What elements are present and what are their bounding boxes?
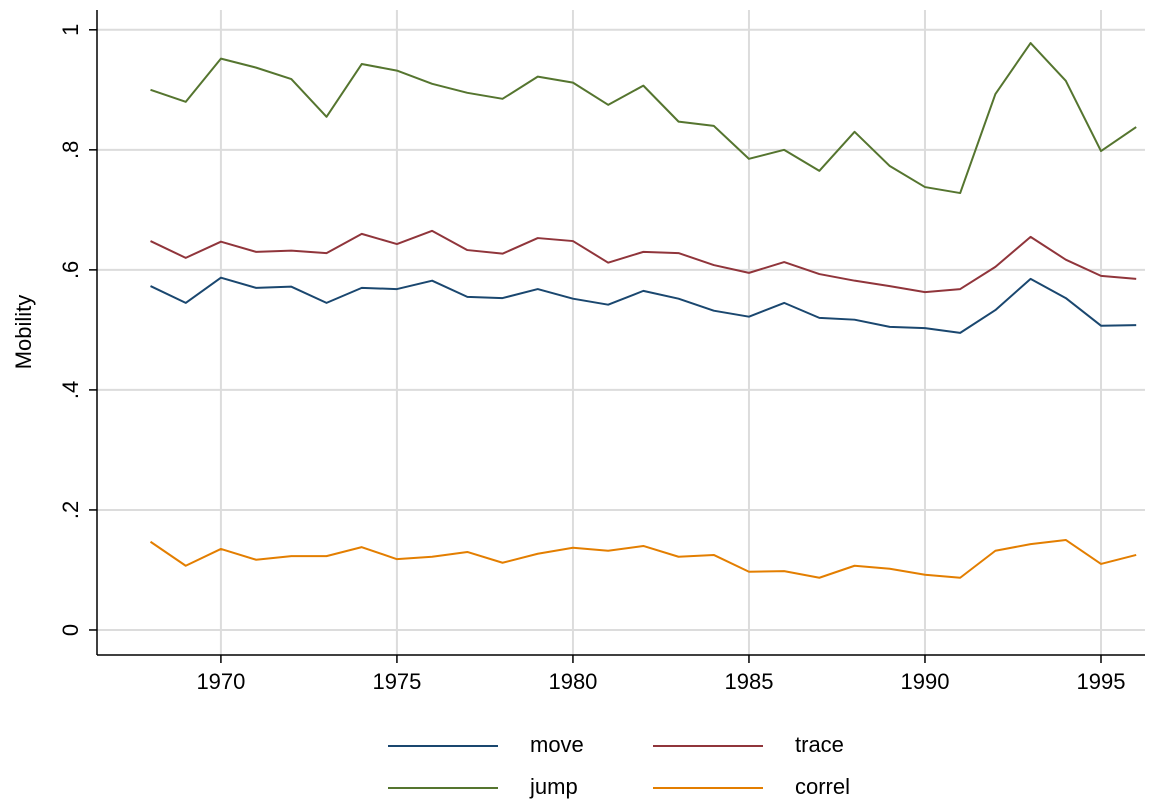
series-line — [150, 276, 1137, 334]
legend-label: trace — [795, 732, 844, 757]
x-tick-label: 1975 — [372, 669, 421, 694]
y-tick-label: 1 — [58, 24, 83, 36]
legend-label: move — [530, 732, 584, 757]
x-tick-label: 1995 — [1077, 669, 1126, 694]
x-tick-label: 1985 — [724, 669, 773, 694]
y-tick-label: .8 — [58, 141, 83, 159]
series-line — [150, 229, 1137, 294]
series-line — [150, 42, 1137, 195]
y-tick-label: .4 — [58, 381, 83, 399]
y-tick-label: .2 — [58, 501, 83, 519]
x-tick-label: 1980 — [548, 669, 597, 694]
y-tick-label: .6 — [58, 261, 83, 279]
y-tick-label: 0 — [58, 624, 83, 636]
x-tick-label: 1990 — [901, 669, 950, 694]
y-axis-label: Mobility — [11, 295, 36, 370]
series-line — [149, 538, 1137, 579]
legend-label: jump — [529, 774, 578, 799]
x-tick-label: 1970 — [196, 669, 245, 694]
legend-label: correl — [795, 774, 850, 799]
